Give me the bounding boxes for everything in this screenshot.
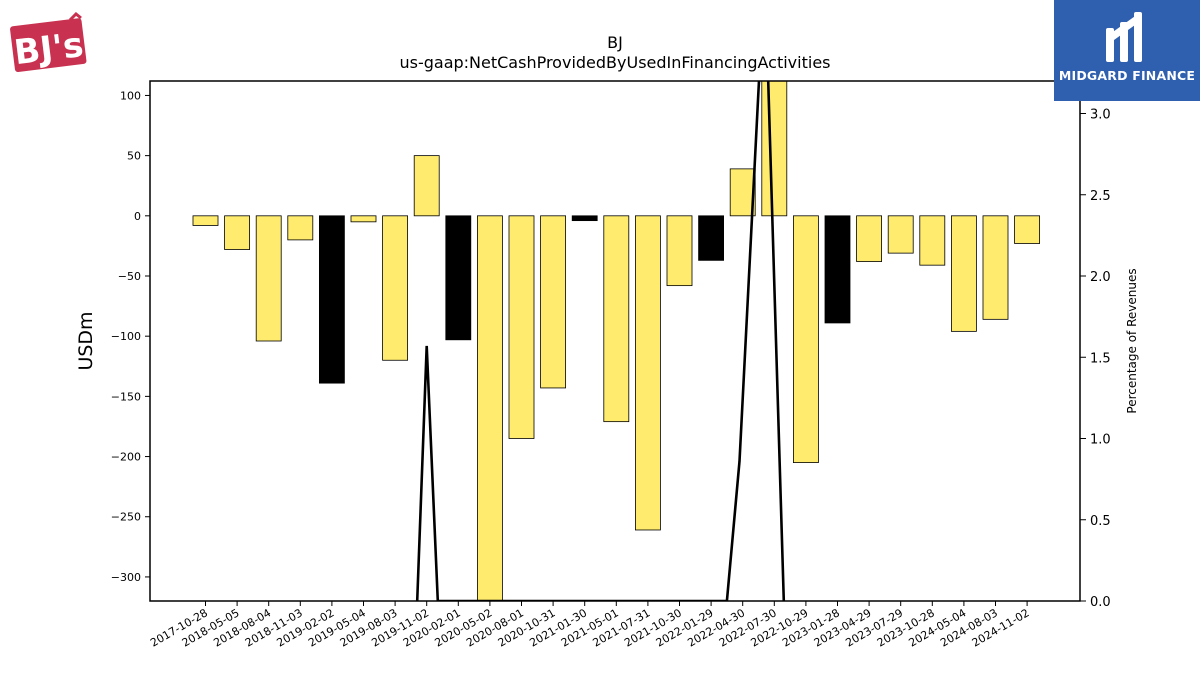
midgard-mark-icon	[1106, 12, 1142, 62]
bar-2019-11-02	[413, 155, 440, 217]
svg-text:BJ's: BJ's	[12, 25, 86, 73]
bar-2021-07-31	[635, 215, 661, 531]
midgard-brand-text: MIDGARD FINANCE	[1058, 68, 1196, 83]
bar-2024-11-02	[1014, 215, 1040, 244]
bar-2021-01-30	[571, 215, 598, 222]
bar-2023-01-28	[824, 215, 851, 324]
bar-2020-08-01	[508, 215, 535, 439]
bar-2018-08-04	[255, 215, 282, 342]
y-tick-label: −250	[111, 511, 141, 524]
y-tick-label: −100	[111, 330, 141, 343]
bar-2017-10-28	[192, 215, 219, 226]
bar-2020-02-01	[445, 215, 472, 341]
bar-2021-10-30	[666, 215, 693, 287]
y-tick-label: −50	[118, 270, 141, 283]
bar-2019-08-03	[382, 215, 409, 361]
y-tick-label: 0	[134, 210, 141, 223]
bar-2023-04-29	[856, 215, 882, 262]
bar-2019-02-02	[318, 215, 345, 384]
y-tick-label: −300	[111, 571, 141, 584]
midgard-finance-logo: MIDGARD FINANCE	[1054, 0, 1200, 101]
bar-2020-10-31	[540, 215, 566, 389]
y-tick-label: 50	[127, 150, 141, 163]
chart-subtitle: us-gaap:NetCashProvidedByUsedInFinancing…	[399, 53, 830, 72]
bar-2024-05-04	[951, 215, 977, 332]
plot-frame	[149, 80, 1081, 602]
y2-tick-label: 2.0	[1090, 270, 1111, 285]
bar-2018-11-03	[287, 215, 314, 241]
plot-area: 100 50 0 −50 −100 −150 −200 −250 −300 0.0 0.5 1.0 1.…	[111, 80, 1111, 650]
y2-tick-label: 3.0	[1090, 108, 1111, 123]
bar-2023-10-28	[919, 215, 946, 266]
bars	[192, 81, 1040, 601]
y2-tick-label: 1.5	[1090, 351, 1111, 366]
y-tick-label: −150	[111, 390, 141, 403]
y2-tick-label: 1.0	[1090, 433, 1111, 448]
percentage-line	[415, 81, 786, 601]
y-axis-label: USDm	[75, 311, 97, 370]
bar-2021-05-01	[603, 215, 630, 423]
y-tick-label: −200	[111, 451, 141, 464]
y2-tick-label: 2.5	[1090, 189, 1111, 204]
bar-2019-05-04	[350, 215, 377, 223]
bjs-logo: BJ's	[10, 11, 88, 74]
bar-2024-08-03	[982, 215, 1009, 320]
y2-tick-label: 0.0	[1090, 595, 1111, 610]
bar-2018-05-05	[224, 215, 251, 250]
chart-title: BJ	[607, 33, 623, 52]
bar-2023-07-29	[887, 215, 914, 254]
bar-2022-07-30	[761, 81, 788, 217]
y-tick-label: 100	[120, 89, 141, 102]
bar-2022-01-29	[698, 215, 724, 261]
y2-axis-label: Percentage of Revenues	[1125, 268, 1139, 413]
bar-2022-10-29	[793, 215, 819, 463]
y2-tick-label: 0.5	[1090, 514, 1111, 529]
bar-2022-04-30	[729, 168, 756, 217]
bar-2020-05-02	[476, 215, 503, 601]
